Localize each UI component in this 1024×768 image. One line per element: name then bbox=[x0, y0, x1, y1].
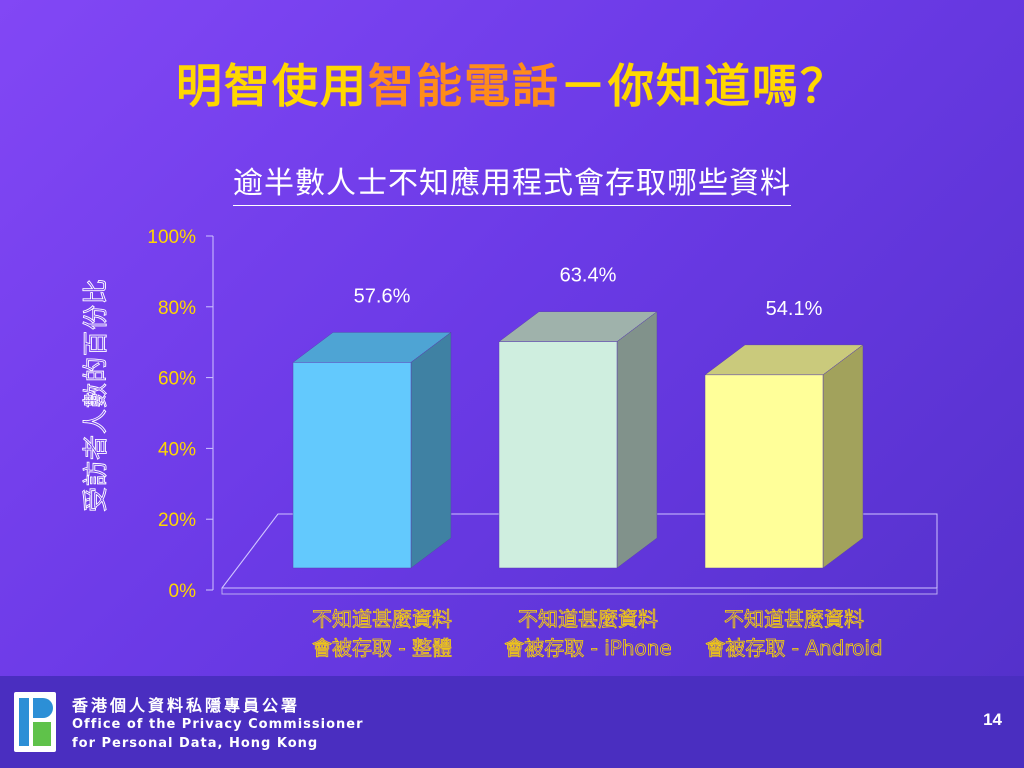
title-highlight: 智能電話 bbox=[368, 59, 560, 113]
bar-side-face bbox=[410, 331, 452, 569]
x-category-label-line2: 會被存取 - 整體 bbox=[312, 636, 452, 660]
x-category-label-line1: 不知道甚麼資料 bbox=[724, 607, 864, 631]
y-tick-label: 0% bbox=[169, 581, 197, 602]
pcpd-logo-icon bbox=[14, 692, 56, 752]
y-tick-label: 20% bbox=[158, 510, 196, 531]
chart-floor bbox=[220, 513, 938, 595]
y-axis-label: 受訪者人數的百份比 bbox=[81, 278, 110, 512]
org-name: 香港個人資料私隱專員公署 Office of the Privacy Commi… bbox=[72, 696, 364, 753]
bar-chart: 0% 20% 40% 60% 80% 100% 57.6% 63.4% 54.1% 不知道甚麼… bbox=[81, 227, 938, 661]
org-name-en-line1: Office of the Privacy Commissioner bbox=[72, 717, 364, 732]
data-label: 57.6% bbox=[354, 285, 411, 307]
chart-floor-edge bbox=[221, 513, 279, 589]
y-tick-label: 80% bbox=[158, 298, 196, 319]
bar-side-face bbox=[822, 344, 864, 569]
bar-front-face bbox=[292, 362, 412, 569]
x-category-label-line1: 不知道甚麼資料 bbox=[518, 607, 658, 631]
x-category-label-line1: 不知道甚麼資料 bbox=[312, 607, 452, 631]
y-axis: 0% 20% 40% 60% 80% 100% bbox=[147, 227, 214, 602]
y-tick-label: 40% bbox=[158, 439, 196, 460]
bar-3 bbox=[704, 344, 864, 569]
title-part1: 明智使用 bbox=[176, 59, 368, 113]
bar-front-face bbox=[704, 374, 824, 569]
bar-2 bbox=[498, 311, 658, 569]
title-part3: －你知道嗎？ bbox=[560, 59, 848, 113]
page-number: 14 bbox=[983, 710, 1002, 729]
org-name-en-line2: for Personal Data, Hong Kong bbox=[72, 736, 319, 751]
y-tick-label: 100% bbox=[147, 227, 196, 248]
x-category-label-line2: 會被存取 - Android bbox=[705, 636, 882, 660]
data-labels-group: 57.6% 63.4% 54.1% bbox=[354, 265, 823, 320]
slide-title: 明智使用智能電話－你知道嗎？ bbox=[0, 50, 1024, 116]
bar-side-face bbox=[616, 311, 658, 569]
chart-subtitle-text: 逾半數人士不知應用程式會存取哪些資料 bbox=[233, 166, 791, 206]
chart-subtitle: 逾半數人士不知應用程式會存取哪些資料 bbox=[0, 158, 1024, 206]
bar-front-face bbox=[498, 341, 618, 569]
y-tick-label: 60% bbox=[158, 369, 196, 390]
org-name-zh: 香港個人資料私隱專員公署 bbox=[72, 696, 301, 715]
x-category-label-line2: 會被存取 - iPhone bbox=[504, 636, 671, 660]
bar-1 bbox=[292, 331, 452, 569]
chart-floor-front bbox=[221, 588, 938, 595]
footer-bar: 香港個人資料私隱專員公署 Office of the Privacy Commi… bbox=[0, 676, 1024, 768]
data-label: 54.1% bbox=[766, 298, 823, 320]
data-label: 63.4% bbox=[560, 265, 617, 287]
bars-group bbox=[292, 311, 864, 569]
